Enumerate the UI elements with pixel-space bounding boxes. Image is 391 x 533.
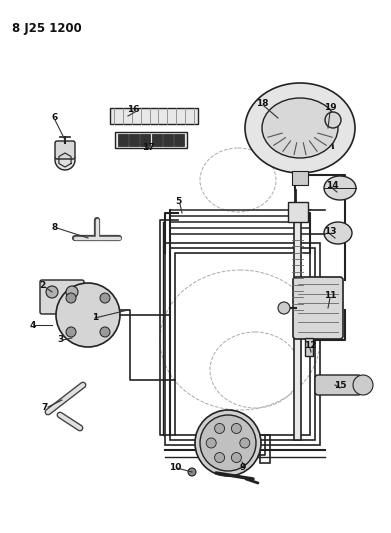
Circle shape [215,453,224,463]
Text: 11: 11 [324,290,336,300]
Text: 8: 8 [52,223,58,232]
Circle shape [200,415,256,471]
Text: 6: 6 [52,114,58,123]
Circle shape [66,286,78,298]
Circle shape [231,453,241,463]
Circle shape [231,423,241,433]
Bar [175,253,310,435]
Text: 3: 3 [57,335,63,344]
Bar [292,171,308,185]
Bar [129,134,139,146]
Bar [115,132,187,148]
Text: 17: 17 [142,143,154,152]
Ellipse shape [245,83,355,173]
Circle shape [325,112,341,128]
Circle shape [215,423,224,433]
Bar [118,134,128,146]
Text: 12: 12 [304,341,316,350]
FancyBboxPatch shape [293,277,343,339]
Bar [305,338,313,356]
FancyBboxPatch shape [55,141,75,159]
Ellipse shape [262,98,338,158]
Circle shape [100,293,110,303]
Bar [163,134,173,146]
Circle shape [188,468,196,476]
Text: 10: 10 [169,464,181,472]
Text: 13: 13 [324,228,336,237]
Bar [110,108,198,124]
Bar [288,202,308,222]
Circle shape [55,150,75,170]
Text: 8 J25 1200: 8 J25 1200 [12,22,82,35]
Text: 15: 15 [334,381,346,390]
Bar [174,134,184,146]
FancyBboxPatch shape [315,375,361,395]
Bar [152,134,161,146]
Circle shape [278,302,290,314]
Circle shape [66,327,76,337]
Text: 16: 16 [127,106,139,115]
Circle shape [46,286,58,298]
Ellipse shape [324,176,356,200]
Bar [294,210,301,440]
Circle shape [206,438,216,448]
Circle shape [240,438,250,448]
Circle shape [100,327,110,337]
Bar [205,435,215,463]
Circle shape [56,283,120,347]
Circle shape [353,375,373,395]
Text: 4: 4 [30,320,36,329]
Text: 14: 14 [326,181,338,190]
Text: 18: 18 [256,99,268,108]
Text: 1: 1 [92,313,98,322]
Text: 9: 9 [240,463,246,472]
Bar [140,134,151,146]
Text: 7: 7 [42,402,48,411]
Ellipse shape [324,222,352,244]
Text: 19: 19 [324,103,336,112]
Text: 5: 5 [175,198,181,206]
Bar [260,435,270,463]
Circle shape [66,293,76,303]
FancyBboxPatch shape [40,280,84,314]
Bar [170,248,315,440]
Bar [165,243,320,445]
Text: 2: 2 [39,280,45,289]
Circle shape [195,410,261,476]
